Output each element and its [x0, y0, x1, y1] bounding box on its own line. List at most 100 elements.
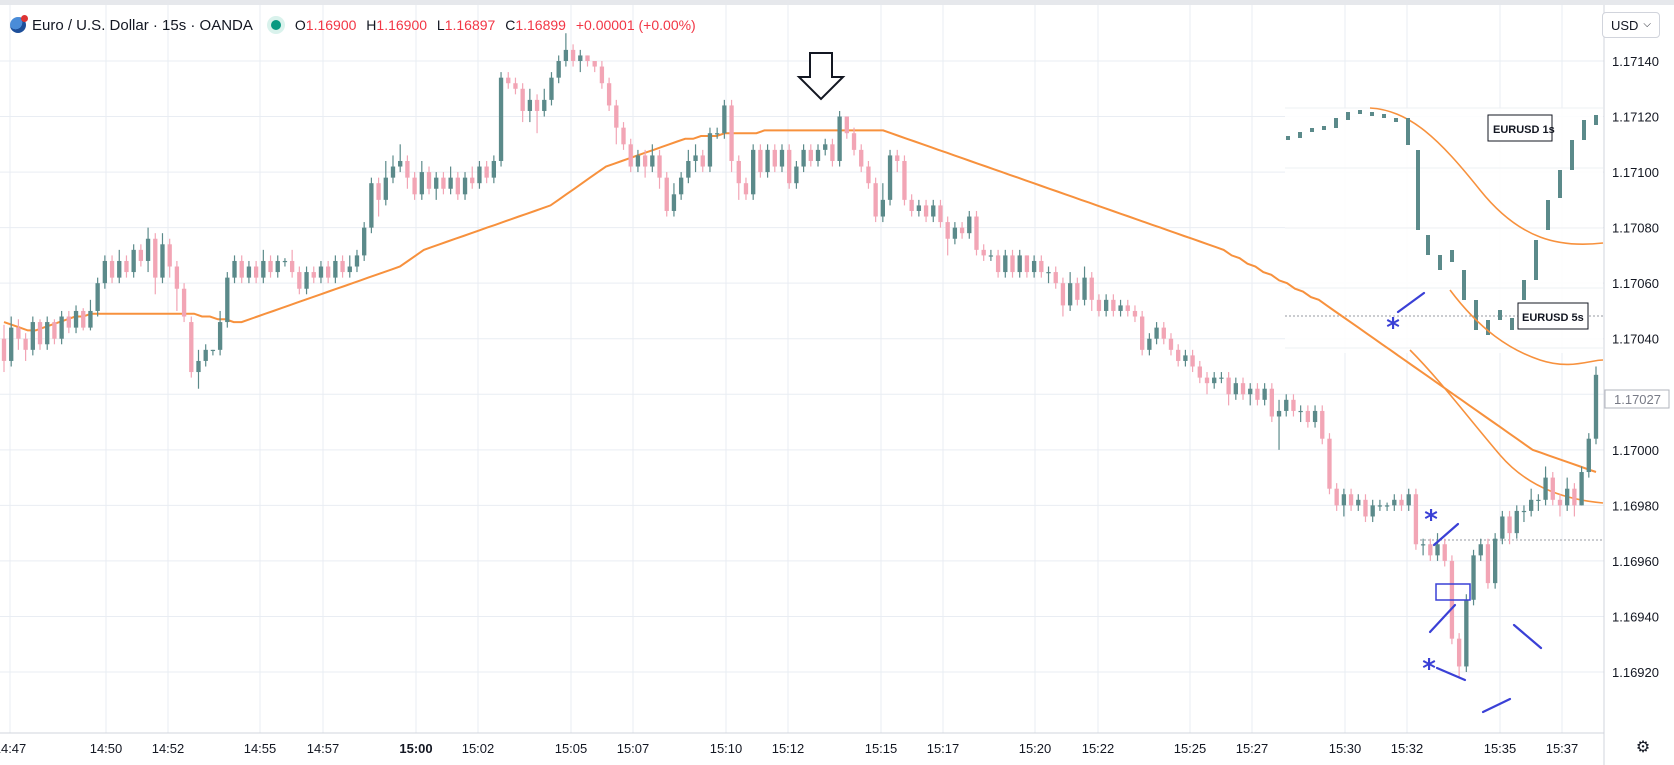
time-tick-label: 15:10 — [710, 741, 743, 756]
candle — [787, 144, 792, 189]
candle — [678, 172, 684, 200]
time-tick-label: 15:32 — [1391, 741, 1424, 756]
candle — [376, 177, 381, 217]
candle — [1118, 299, 1123, 317]
candle — [95, 277, 100, 317]
candle — [1320, 405, 1325, 445]
candle — [1363, 494, 1368, 523]
candle — [866, 160, 871, 189]
candle — [1017, 249, 1022, 278]
candle — [1485, 538, 1491, 589]
candle — [880, 183, 886, 223]
candle — [520, 83, 525, 123]
symbol-legend[interactable]: Euro / U.S. Dollar · 15s · OANDA O1.1690… — [10, 14, 702, 36]
price-tick-label: 1.16960 — [1612, 554, 1659, 569]
candle — [563, 33, 569, 67]
candle — [952, 222, 958, 245]
candle — [1312, 405, 1318, 428]
time-tick-label: 15:02 — [462, 741, 495, 756]
candle — [477, 160, 482, 189]
candle — [1010, 249, 1015, 278]
candle — [650, 144, 655, 173]
candle — [1435, 533, 1440, 561]
settings-gear-icon[interactable]: ⚙ — [1635, 739, 1651, 756]
candle — [462, 172, 468, 200]
candle — [1219, 372, 1224, 384]
time-axis[interactable]: 14:47 14:50 14:52 14:55 14:57 15:00 15:02 15:05… — [0, 741, 1578, 756]
candle — [117, 249, 122, 284]
candle — [246, 260, 252, 284]
candle — [1428, 538, 1433, 561]
candle — [758, 144, 763, 178]
candle — [621, 122, 626, 150]
candle — [1183, 349, 1188, 367]
candle — [1075, 277, 1080, 306]
candle — [714, 127, 720, 139]
candle — [1406, 488, 1411, 511]
candle — [210, 349, 216, 356]
ohlc-values: O1.16900 H1.16900 L1.16897 C1.16899 +0.0… — [295, 17, 702, 33]
candle — [592, 61, 597, 73]
candle — [1514, 505, 1519, 539]
candle — [844, 116, 849, 139]
currency-value: USD — [1611, 17, 1639, 33]
candle — [268, 255, 273, 278]
candle — [419, 160, 424, 200]
close-value: 1.16899 — [515, 17, 566, 33]
candle — [426, 166, 432, 195]
candle — [1557, 494, 1563, 517]
candle — [1031, 255, 1037, 278]
currency-selector[interactable]: USD ⌵ — [1602, 12, 1660, 38]
candle — [1500, 510, 1505, 545]
candle — [102, 255, 108, 289]
candle — [1125, 299, 1130, 317]
candle — [1154, 322, 1159, 345]
inset-5s-label-box: EURUSD 5s — [1517, 302, 1589, 330]
candle — [1147, 333, 1152, 356]
candle — [412, 172, 417, 200]
candle — [1334, 483, 1339, 511]
candle — [642, 149, 648, 178]
candle — [131, 244, 136, 278]
candle — [1572, 483, 1577, 517]
candle — [923, 199, 929, 223]
candle — [37, 319, 43, 350]
candle — [628, 138, 633, 173]
time-tick-label: 15:17 — [927, 741, 960, 756]
candle — [1233, 377, 1238, 400]
time-tick-label: 15:15 — [865, 741, 898, 756]
moving-average — [3, 129, 1597, 473]
market-open-status-icon — [270, 20, 281, 30]
candle — [801, 144, 806, 173]
time-tick-label: 14:47 — [0, 741, 26, 756]
candle — [73, 305, 79, 334]
candle — [506, 72, 511, 89]
candle — [851, 127, 857, 156]
candle — [174, 260, 180, 311]
candle — [203, 344, 208, 367]
change-value: +0.00001 (+0.00%) — [575, 17, 696, 33]
price-tick-label: 1.16920 — [1612, 665, 1659, 680]
trend-line — [1428, 603, 1457, 634]
open-value: 1.16900 — [305, 17, 357, 33]
candle — [931, 199, 936, 223]
candle — [1471, 549, 1476, 606]
price-axis[interactable]: 1.17140 1.17120 1.17100 1.17080 1.17060 1.170… — [1612, 54, 1659, 680]
candle — [167, 238, 172, 278]
candle — [1291, 394, 1296, 417]
moving-average-line — [3, 129, 1597, 473]
candle — [347, 255, 352, 278]
symbol-title[interactable]: Euro / U.S. Dollar · 15s · OANDA — [32, 16, 253, 34]
inset-5s — [1409, 289, 1604, 541]
candle — [859, 144, 864, 173]
candle — [109, 255, 115, 284]
candle — [1507, 510, 1512, 545]
low-label: L — [436, 17, 445, 33]
open-label: O — [294, 17, 306, 33]
candle — [837, 110, 842, 167]
candle — [455, 172, 460, 200]
candle — [945, 216, 950, 256]
candle — [52, 319, 57, 345]
candle — [23, 333, 28, 361]
